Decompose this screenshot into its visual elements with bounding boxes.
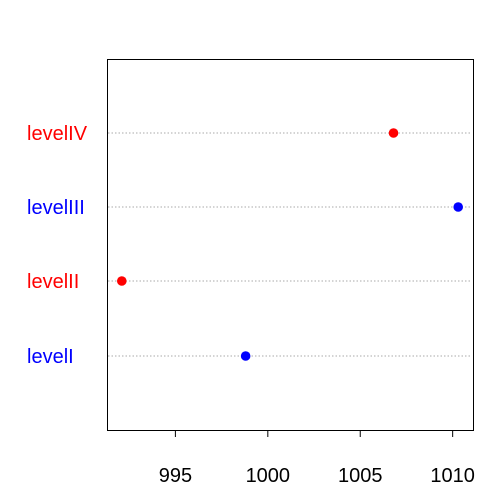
x-tick-label-995: 995 (159, 465, 192, 487)
x-tick-label-1005: 1005 (338, 465, 383, 487)
category-label-levelII: levelII (27, 271, 79, 293)
x-tick-label-1010: 1010 (430, 465, 475, 487)
category-label-levelIII: levelIII (27, 197, 85, 219)
x-axis: 995 1000 1005 1010 (159, 430, 475, 487)
data-point-levelIV (388, 128, 399, 138)
category-labels: levelI levelII levelIII levelIV (27, 123, 88, 368)
x-tick-label-1000: 1000 (246, 465, 291, 487)
data-point-levelI (240, 351, 251, 361)
guide-lines (108, 132, 472, 357)
data-point-levelII (116, 276, 127, 286)
category-label-levelI: levelI (27, 346, 74, 368)
category-label-levelIV: levelIV (27, 123, 88, 145)
data-point-levelIII (453, 202, 464, 212)
plot-frame (107, 59, 474, 431)
data-points (116, 128, 464, 361)
